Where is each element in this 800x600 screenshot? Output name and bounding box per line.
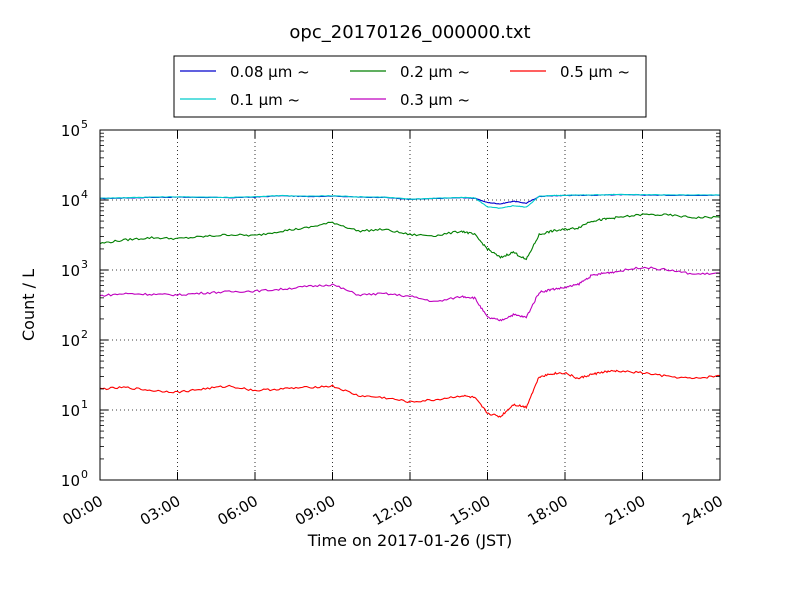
y-tick-label: 10: [61, 332, 80, 350]
x-tick-label: 21:00: [602, 492, 648, 529]
series-line: [99, 266, 721, 322]
y-axis-label: Count / L: [19, 269, 38, 341]
series-lines: [99, 193, 721, 418]
y-tick-exponent: 0: [81, 468, 88, 481]
y-tick-label: 10: [61, 262, 80, 280]
grid: [100, 130, 720, 480]
series-line: [99, 213, 721, 261]
x-tick-label: 24:00: [680, 492, 726, 529]
y-tick-label: 10: [61, 472, 80, 490]
legend-frame: [173, 55, 647, 118]
x-tick-label: 00:00: [60, 492, 106, 529]
series-line: [99, 369, 721, 418]
legend-label: 0.5 μm ~: [560, 63, 630, 81]
legend-label: 0.2 μm ~: [400, 63, 470, 81]
y-tick-exponent: 2: [81, 328, 88, 341]
series-line: [99, 193, 721, 209]
x-tick-label: 06:00: [215, 492, 261, 529]
x-tick-label: 12:00: [370, 492, 416, 529]
y-tick-label: 10: [61, 192, 80, 210]
y-tick-exponent: 3: [81, 258, 88, 271]
legend-label: 0.3 μm ~: [400, 91, 470, 109]
y-tick-label: 10: [61, 402, 80, 420]
x-tick-label: 09:00: [292, 492, 338, 529]
y-tick-exponent: 4: [81, 188, 88, 201]
x-tick-label: 03:00: [137, 492, 183, 529]
x-axis-label: Time on 2017-01-26 (JST): [307, 531, 512, 550]
y-tick-label: 10: [61, 122, 80, 140]
x-tick-label: 18:00: [525, 492, 571, 529]
chart-title: opc_20170126_000000.txt: [289, 22, 530, 43]
y-tick-exponent: 5: [81, 118, 88, 131]
x-tick-label: 15:00: [447, 492, 493, 529]
legend: 0.08 μm ~ 0.1 μm ~ 0.2 μm ~ 0.3 μm ~ 0.5 μm …: [173, 55, 647, 118]
legend-label: 0.1 μm ~: [230, 91, 300, 109]
x-axis: 00:00 03:00 06:00 09:00 12:00 15:00 18:00 21:00…: [60, 130, 726, 529]
y-tick-exponent: 1: [81, 398, 88, 411]
legend-label: 0.08 μm ~: [230, 63, 310, 81]
